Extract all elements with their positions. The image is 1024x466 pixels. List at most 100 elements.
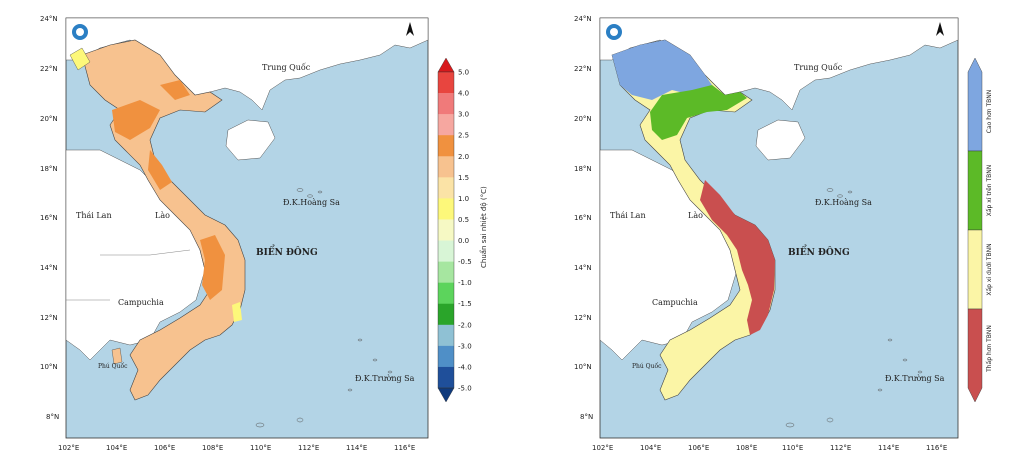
colorbar-segment	[438, 324, 454, 347]
label-cambodia: Campuchia	[652, 298, 698, 307]
anomaly-1.5-2-highlands	[200, 235, 225, 300]
anomaly-1.5-2-north	[112, 100, 160, 140]
label-china: Trung Quốc	[262, 63, 311, 72]
left-map-panel: Trung Quốc Thái Lan Lào Campuchia Phú Qu…	[0, 0, 512, 462]
region-near-above-normal	[650, 85, 747, 140]
region-above-normal	[612, 40, 712, 100]
category-legend: Cao hơn TBNN Xấp xỉ trên TBNN Xấp xỉ dưới …	[967, 57, 993, 403]
lon-tick: 112°E	[298, 444, 319, 452]
lat-tick: 16°N	[574, 214, 592, 222]
label-thailand: Thái Lan	[610, 211, 646, 220]
colorbar-tick-label: -0.5	[458, 258, 472, 266]
lat-tick: 24°N	[574, 15, 592, 23]
colorbar-segment	[438, 366, 454, 389]
colorbar-tick-label: -1.0	[458, 279, 472, 287]
lon-tick: 112°E	[830, 444, 851, 452]
lon-tick: 106°E	[154, 444, 175, 452]
colorbar-segment	[438, 93, 454, 115]
region-below-normal	[700, 180, 775, 335]
colorbar-tick-label: 5.0	[458, 69, 469, 77]
label-spratly: Đ.K.Trường Sa	[355, 374, 415, 383]
temperature-anomaly-colorbar: 5.0 4.0 3.0 2.5 2.0 1.5 1.0 0.5 0.0 -0.5 -1.0 -1.5 -…	[437, 57, 472, 403]
legend-label: Xấp xỉ trên TBNN	[986, 165, 993, 216]
colorbar-tick-label: 1.5	[458, 174, 469, 182]
label-east-sea: BIỂN ĐÔNG	[256, 244, 318, 258]
lat-tick: 16°N	[40, 214, 58, 222]
spratly-islands	[785, 338, 923, 428]
label-cambodia: Campuchia	[118, 298, 164, 307]
colorbar-tick-label: 3.0	[458, 111, 469, 119]
right-map-panel: Trung Quốc Thái Lan Lào Campuchia Phú Qu…	[512, 0, 1024, 462]
lat-tick: 18°N	[40, 165, 58, 173]
spratly-islands	[255, 338, 393, 428]
lon-tick: 106°E	[688, 444, 709, 452]
label-thailand: Thái Lan	[76, 211, 112, 220]
colorbar-tick-label: 4.0	[458, 90, 469, 98]
lat-tick: 24°N	[40, 15, 58, 23]
colorbar-segment	[438, 198, 454, 220]
lat-tick: 22°N	[40, 65, 58, 73]
colorbar-segment	[438, 282, 454, 305]
colorbar-segment	[438, 156, 454, 178]
china-land	[65, 17, 429, 111]
hainan-island	[755, 119, 806, 161]
lon-axis: 102°E 104°E 106°E 108°E 110°E 112°E 114°…	[592, 444, 947, 452]
lon-tick: 108°E	[736, 444, 757, 452]
anomaly-1.5-2-central	[148, 150, 172, 190]
label-phu-quoc: Phú Quốc	[632, 363, 662, 370]
label-china: Trung Quốc	[794, 63, 843, 72]
anomaly-0.5-1-southcentral	[232, 302, 242, 322]
paracel-islands	[826, 188, 853, 198]
lon-tick: 110°E	[250, 444, 271, 452]
lat-tick: 8°N	[46, 413, 59, 421]
colorbar-title: Chuẩn sai nhiệt độ (°C)	[479, 186, 488, 268]
lat-tick: 22°N	[574, 65, 592, 73]
colorbar-tick-label: -5.0	[458, 385, 472, 393]
label-spratly: Đ.K.Trường Sa	[885, 374, 945, 383]
lat-tick: 12°N	[574, 314, 592, 322]
label-phu-quoc: Phú Quốc	[98, 363, 128, 370]
phu-quoc-island	[111, 347, 123, 365]
label-paracel: Đ.K.Hoàng Sa	[815, 198, 872, 207]
label-laos: Lào	[688, 211, 703, 220]
anomaly-1.5-2-northeast	[160, 80, 190, 100]
lon-tick: 104°E	[640, 444, 661, 452]
label-laos: Lào	[155, 211, 170, 220]
legend-label: Thấp hơn TBNN	[986, 325, 993, 373]
lat-tick: 10°N	[40, 363, 58, 371]
lon-tick: 114°E	[878, 444, 899, 452]
colorbar-tick-label: 2.0	[458, 153, 469, 161]
colorbar-segment	[438, 303, 454, 326]
colorbar-tick-label: 0.0	[458, 237, 469, 245]
left-map: Trung Quốc Thái Lan Lào Campuchia Phú Qu…	[40, 15, 488, 452]
lat-tick: 8°N	[580, 413, 593, 421]
colorbar-tick-label: 0.5	[458, 216, 469, 224]
colorbar-segment	[438, 177, 454, 199]
legend-swatch	[967, 308, 983, 403]
colorbar-tick-label: 2.5	[458, 132, 469, 140]
lat-tick: 20°N	[40, 115, 58, 123]
lon-tick: 116°E	[394, 444, 415, 452]
lat-tick: 18°N	[574, 165, 592, 173]
colorbar-tick-label: -2.0	[458, 321, 472, 329]
lat-tick: 20°N	[574, 115, 592, 123]
china-land	[599, 17, 959, 111]
legend-label: Cao hơn TBNN	[986, 90, 993, 133]
lat-tick: 14°N	[574, 264, 592, 272]
lat-tick: 12°N	[40, 314, 58, 322]
legend-swatch	[967, 57, 983, 152]
colorbar-segment	[438, 72, 454, 94]
colorbar-segment	[438, 345, 454, 368]
paracel-islands	[296, 188, 323, 198]
north-arrow-icon	[406, 22, 414, 36]
hainan-island	[225, 119, 276, 161]
lat-axis: 24°N 22°N 20°N 18°N 16°N 14°N 12°N 10°N …	[40, 15, 59, 421]
lon-tick: 102°E	[592, 444, 613, 452]
colorbar-segment	[438, 240, 454, 262]
colorbar-tick-label: -4.0	[458, 363, 472, 371]
colorbar-arrow-top	[437, 57, 455, 73]
colorbar-tick-label: -3.0	[458, 342, 472, 350]
colorbar-segment	[438, 135, 454, 157]
lat-tick: 14°N	[40, 264, 58, 272]
colorbar-segment	[438, 261, 454, 283]
